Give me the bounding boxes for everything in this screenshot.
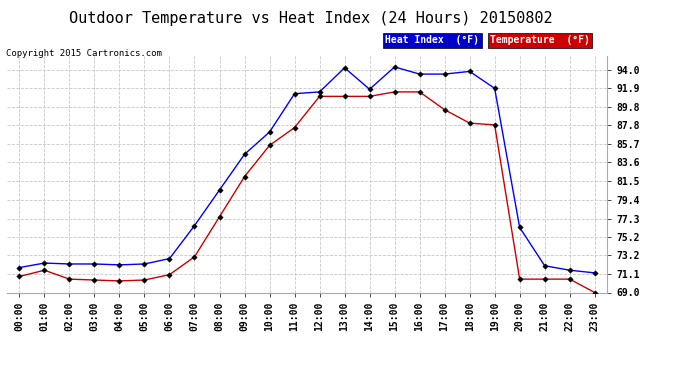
Text: Outdoor Temperature vs Heat Index (24 Hours) 20150802: Outdoor Temperature vs Heat Index (24 Ho… [69,11,552,26]
Text: Copyright 2015 Cartronics.com: Copyright 2015 Cartronics.com [6,49,161,58]
Text: Heat Index  (°F): Heat Index (°F) [385,35,479,45]
Text: Temperature  (°F): Temperature (°F) [490,35,590,45]
